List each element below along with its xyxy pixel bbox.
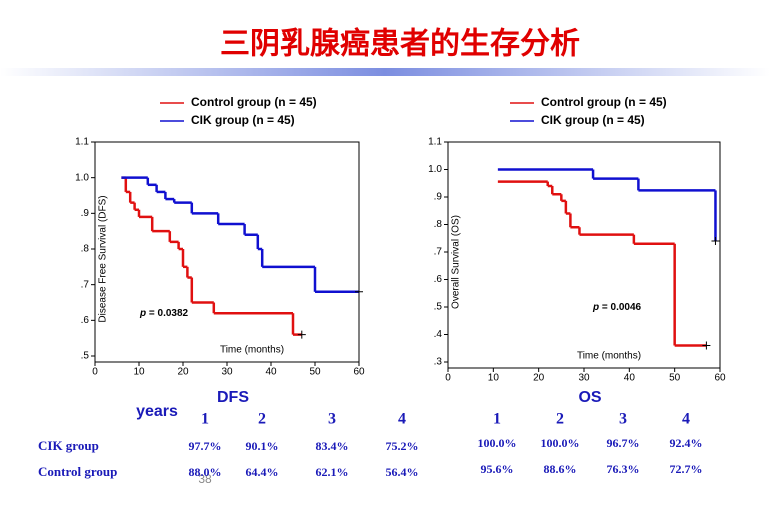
y-tick-label: 1.1 — [75, 137, 89, 148]
y-tick-label: .6 — [434, 274, 443, 285]
column-header: 2 — [556, 411, 564, 428]
table-cell: 92.4% — [670, 436, 703, 450]
table-cell: 96.7% — [607, 436, 640, 450]
x-tick-label: 60 — [353, 367, 365, 378]
x-tick-label: 30 — [221, 367, 233, 378]
x-tick-label: 60 — [714, 373, 726, 384]
censor-mark — [297, 330, 306, 339]
table-cell: 100.0% — [541, 436, 580, 450]
table-cell: 56.4% — [386, 465, 419, 479]
x-tick-label: 50 — [309, 367, 321, 378]
table-cell: 64.4% — [246, 465, 279, 479]
table-cell: 90.1% — [246, 439, 279, 453]
legend-label: CIK group (n = 45) — [541, 113, 645, 127]
legend-label: Control group (n = 45) — [541, 95, 667, 109]
y-tick-label: 1.0 — [428, 164, 442, 175]
y-tick-label: .7 — [81, 279, 90, 290]
y-tick-label: .9 — [81, 208, 90, 219]
slide-title: 三阴乳腺癌患者的生存分析 — [220, 27, 580, 62]
p-text: = 0.0382 — [149, 308, 189, 319]
column-header: 2 — [258, 411, 266, 428]
table-row-header: years — [136, 403, 178, 420]
table-cell: 88.0% — [189, 465, 222, 479]
y-tick-label: .5 — [434, 302, 443, 313]
y-tick-label: 1.0 — [75, 172, 89, 183]
row-label: Control group — [38, 464, 117, 479]
table-cell: 72.7% — [670, 462, 703, 476]
censor-mark — [355, 287, 363, 296]
y-tick-label: 1.1 — [428, 137, 442, 148]
x-tick-label: 10 — [488, 373, 500, 384]
legend-label: Control group (n = 45) — [191, 95, 317, 109]
y-tick-label: .5 — [81, 351, 90, 362]
column-header: 4 — [682, 411, 690, 428]
y-tick-label: .3 — [434, 357, 443, 368]
x-tick-label: 0 — [92, 367, 98, 378]
plot-frame — [94, 141, 360, 363]
plot-frame — [447, 141, 721, 369]
x-tick-label: 20 — [533, 373, 545, 384]
x-tick-label: 30 — [578, 373, 590, 384]
column-header: 4 — [398, 411, 406, 428]
p-label: p — [592, 302, 599, 313]
y-tick-label: .6 — [81, 315, 90, 326]
x-axis-label: Time (months) — [577, 351, 641, 362]
p-label: p — [139, 308, 146, 319]
row-label: CIK group — [38, 438, 99, 453]
table-cell: 83.4% — [316, 439, 349, 453]
x-tick-label: 20 — [177, 367, 189, 378]
y-tick-label: .8 — [434, 219, 443, 230]
column-header: 3 — [619, 411, 627, 428]
table-cell: 97.7% — [189, 439, 222, 453]
table-cell: 62.1% — [316, 465, 349, 479]
x-tick-label: 40 — [265, 367, 277, 378]
table-cell: 100.0% — [478, 436, 517, 450]
censor-mark — [702, 341, 711, 350]
table-cell: 75.2% — [386, 439, 419, 453]
table-cell: 76.3% — [607, 462, 640, 476]
x-tick-label: 40 — [624, 373, 636, 384]
y-tick-label: .7 — [434, 247, 443, 258]
group-label: OS — [578, 389, 601, 406]
y-tick-label: .8 — [81, 244, 90, 255]
column-header: 3 — [328, 411, 336, 428]
table-cell: 88.6% — [544, 462, 577, 476]
legend-label: CIK group (n = 45) — [191, 113, 295, 127]
column-header: 1 — [201, 411, 209, 428]
p-value: p = 0.0382 — [139, 308, 189, 319]
y-tick-label: .9 — [434, 192, 443, 203]
table-cell: 95.6% — [481, 462, 514, 476]
x-tick-label: 10 — [133, 367, 145, 378]
y-axis-label: Disease Free Survival (DFS) — [98, 195, 109, 322]
x-tick-label: 50 — [669, 373, 681, 384]
column-header: 1 — [493, 411, 501, 428]
p-value: p = 0.0046 — [592, 302, 642, 313]
y-tick-label: .4 — [434, 329, 443, 340]
page-number: 38 — [198, 472, 212, 486]
p-text: = 0.0046 — [602, 302, 642, 313]
y-axis-label: Overall Survival (OS) — [451, 215, 462, 309]
x-axis-label: Time (months) — [220, 345, 284, 356]
title-band — [0, 68, 770, 76]
x-tick-label: 0 — [445, 373, 451, 384]
group-label: DFS — [217, 389, 249, 406]
censor-mark — [711, 237, 720, 245]
